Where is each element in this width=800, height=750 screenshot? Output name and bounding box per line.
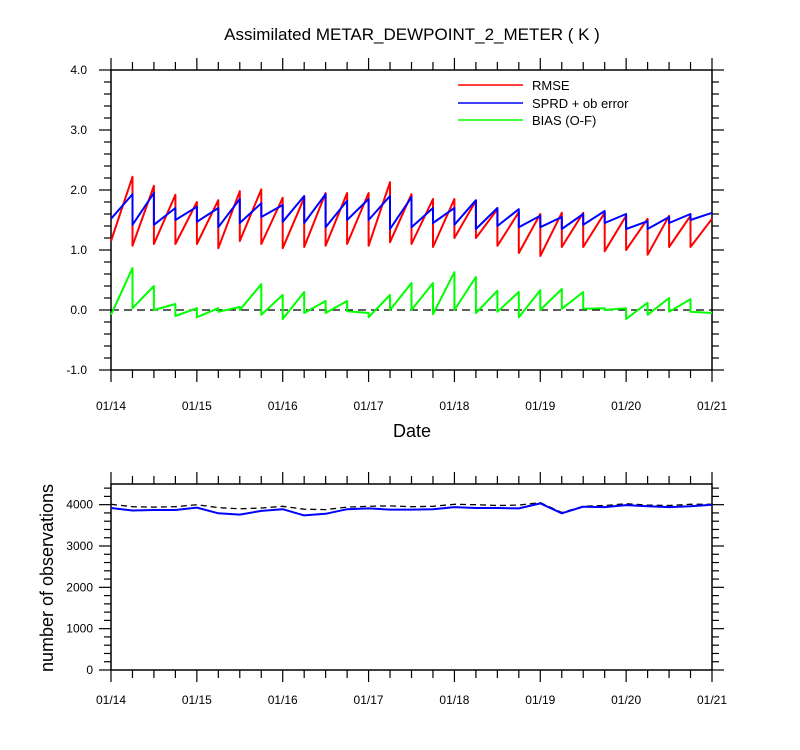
series-line-bottom-series-1 — [110, 502, 713, 517]
x-tick-label: 01/19 — [525, 399, 555, 413]
bottom-series — [110, 501, 713, 517]
series-line-top-sprd-ob-error — [110, 192, 713, 230]
top-ytick-labels: -1.0 0.0 1.0 2.0 3.0 4.0 — [66, 63, 87, 377]
bottom-ticks — [99, 472, 724, 682]
x-tick-label: 01/17 — [354, 399, 384, 413]
x-axis-label: Date — [393, 421, 431, 441]
x-tick-label: 01/18 — [439, 693, 469, 707]
bottom-ytick-labels: 0 1000 2000 3000 4000 — [66, 498, 93, 677]
y-tick-label: 0.0 — [70, 303, 87, 317]
x-tick-label: 01/21 — [697, 693, 727, 707]
x-tick-label: 01/14 — [96, 693, 126, 707]
y-tick-label: 4000 — [66, 498, 93, 512]
chart-title: Assimilated METAR_DEWPOINT_2_METER ( K ) — [224, 25, 600, 44]
legend: RMSE SPRD + ob error BIAS (O-F) — [458, 78, 629, 128]
y-tick-label: 3.0 — [70, 123, 87, 137]
x-tick-label: 01/15 — [182, 693, 212, 707]
top-panel: Assimilated METAR_DEWPOINT_2_METER ( K )… — [66, 25, 727, 441]
y-tick-label: 1000 — [66, 622, 93, 636]
y-tick-label: 1.0 — [70, 243, 87, 257]
series-line-bottom-series-0 — [110, 501, 712, 514]
x-tick-label: 01/16 — [268, 693, 298, 707]
top-ticks — [99, 58, 724, 382]
y-tick-label: 2.0 — [70, 183, 87, 197]
x-tick-label: 01/15 — [182, 399, 212, 413]
top-series — [110, 175, 713, 320]
bottom-plot-frame — [110, 483, 713, 671]
y-tick-label: 4.0 — [70, 63, 87, 77]
x-tick-label: 01/20 — [611, 399, 641, 413]
y-tick-label: 0 — [86, 663, 93, 677]
y-tick-label: -1.0 — [66, 363, 87, 377]
x-tick-label: 01/17 — [354, 693, 384, 707]
top-xtick-labels: 01/14 01/15 01/16 01/17 01/18 01/19 01/20 01/21 — [96, 399, 727, 413]
legend-label-bias: BIAS (O-F) — [532, 113, 596, 128]
bottom-xtick-labels: 01/14 01/15 01/16 01/17 01/18 01/19 01/20 01/21 — [96, 693, 727, 707]
x-tick-label: 01/21 — [697, 399, 727, 413]
x-tick-label: 01/16 — [268, 399, 298, 413]
x-tick-label: 01/20 — [611, 693, 641, 707]
y-tick-label: 3000 — [66, 539, 93, 553]
y-tick-label: 2000 — [66, 580, 93, 594]
legend-label-sprd: SPRD + ob error — [532, 96, 629, 111]
x-tick-label: 01/18 — [439, 399, 469, 413]
x-tick-label: 01/14 — [96, 399, 126, 413]
series-line-top-bias-o-f — [110, 267, 713, 320]
legend-label-rmse: RMSE — [532, 78, 570, 93]
x-tick-label: 01/19 — [525, 693, 555, 707]
y-axis-label-observations: number of observations — [37, 484, 57, 672]
